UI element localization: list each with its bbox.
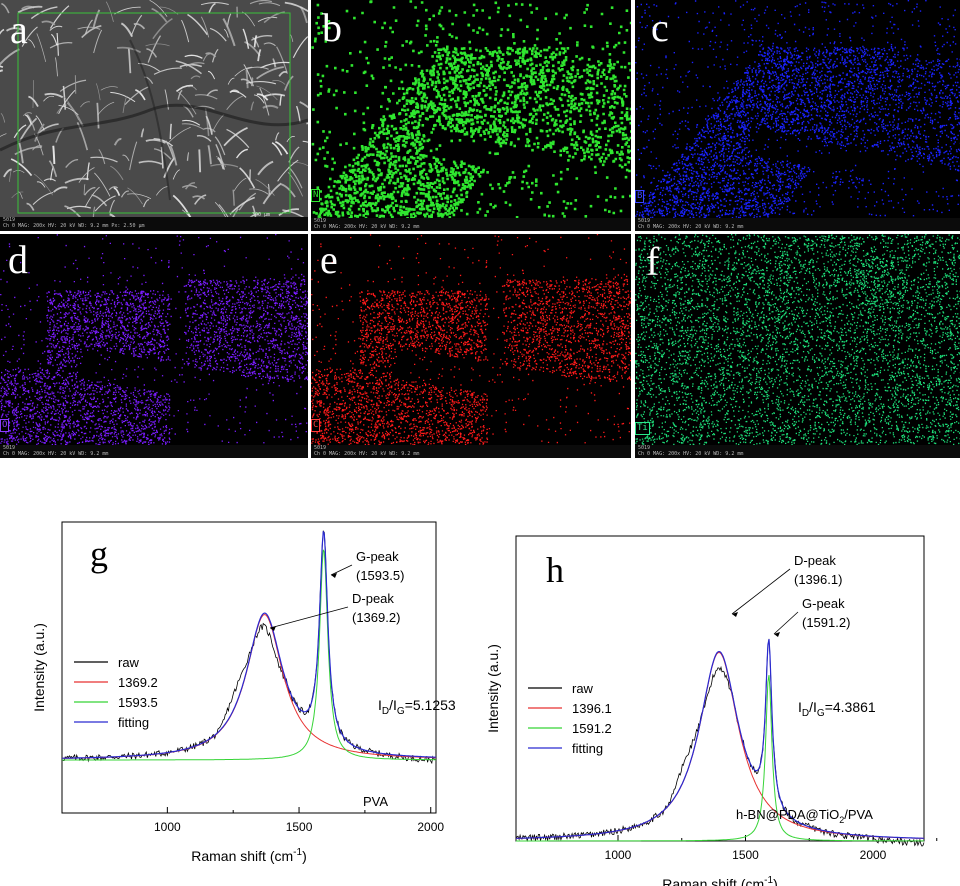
series-g-peak-fit (516, 675, 924, 842)
peak-annotation-value: (1593.5) (356, 568, 404, 583)
x-axis-label: Raman shift (cm-1) (662, 875, 778, 886)
eds-dots-nitrogen (311, 0, 631, 220)
element-chip-carbon: C (311, 419, 321, 432)
panel-label-a: a (10, 7, 28, 52)
plot-frame (61, 521, 437, 814)
x-tick-label: 2000 (417, 820, 444, 834)
legend-label: 1593.5 (118, 695, 158, 710)
sem-crease (0, 103, 308, 152)
eds-map-titanium: f Ti 5019 Ch 0 MAG: 200x HV: 20 kV WD: 9… (635, 234, 960, 458)
sem-info-line-1: 5019 (3, 217, 16, 223)
peak-annotation-name: G-peak (802, 596, 845, 611)
eds-dots (0, 234, 308, 446)
panel-label-e: e (320, 237, 338, 282)
element-chip-oxygen: O (0, 419, 10, 432)
sem-crease (129, 39, 171, 201)
legend-label: 1396.1 (572, 701, 612, 716)
annotation-arrow (731, 568, 791, 615)
intensity-ratio: ID/IG=4.3861 (798, 699, 876, 719)
peak-annotation-value: (1591.2) (802, 615, 850, 630)
eds-info-bar-b: 5019 Ch 0 MAG: 200x HV: 20 kV WD: 9.2 mm (311, 218, 631, 231)
eds-map-carbon: e C 5019 Ch 0 MAG: 200x HV: 20 kV WD: 9.… (311, 234, 631, 458)
sem-texture (0, 0, 308, 231)
eds-dots (635, 0, 960, 219)
eds-dots-boron (635, 0, 960, 219)
eds-dots-carbon (311, 234, 631, 446)
arrow-head (774, 632, 780, 637)
y-axis-label: Intensity (a.u.) (485, 644, 501, 733)
peak-annotation-value: (1396.1) (794, 572, 842, 587)
legend-label: raw (118, 655, 140, 670)
arrow-head (732, 612, 738, 617)
peak-annotation-name: G-peak (356, 549, 399, 564)
legend-label: 1591.2 (572, 721, 612, 736)
panel-label-b: b (322, 5, 342, 50)
peak-annotation-name: D-peak (352, 591, 394, 606)
peak-annotation-name: D-peak (794, 553, 836, 568)
x-axis-label: Raman shift (cm-1) (191, 847, 307, 864)
panel-label: h (546, 550, 564, 590)
series-g-peak-fit (62, 549, 436, 761)
x-tick-label: 1500 (732, 848, 759, 862)
legend-label: fitting (118, 715, 149, 730)
raman-chart-h: 1000 1500 2000 Raman shift (cm-1) Intensity … (485, 535, 938, 886)
eds-dots (635, 234, 960, 446)
eds-dots-oxygen (0, 234, 308, 446)
eds-info-bar-e: 5019 Ch 0 MAG: 200x HV: 20 kV WD: 9.2 mm (311, 445, 631, 458)
x-tick-label: 1000 (605, 848, 632, 862)
arrow-head (270, 626, 276, 631)
legend-label: raw (572, 681, 594, 696)
panel-label: g (90, 534, 108, 574)
eds-info-line-2: Ch 0 MAG: 200x HV: 20 kV WD: 9.2 mm (314, 224, 420, 230)
eds-dots (311, 0, 631, 220)
peak-annotation-value: (1369.2) (352, 610, 400, 625)
panel-label-d: d (8, 237, 28, 282)
annotation-arrow (773, 611, 799, 635)
y-axis-label: Intensity (a.u.) (31, 623, 47, 712)
x-tick-label: 1000 (154, 820, 181, 834)
eds-info-bar-f: 5019 Ch 0 MAG: 200x HV: 20 kV WD: 9.2 mm (635, 445, 960, 458)
series-fitting (61, 531, 436, 759)
eds-info-line-1: 5019 (638, 218, 651, 224)
panel-label-f: f (646, 239, 660, 284)
eds-info-line-2: Ch 0 MAG: 200x HV: 20 kV WD: 9.2 mm (3, 451, 109, 457)
element-chip-titanium: Ti (635, 422, 650, 435)
annotation-arrow (330, 564, 353, 576)
sem-selection-box (17, 12, 291, 214)
arrow-head (331, 573, 337, 578)
eds-info-bar-c: 5019 Ch 0 MAG: 200x HV: 20 kV WD: 9.2 mm (635, 218, 960, 231)
eds-map-boron: c B 5019 Ch 0 MAG: 200x HV: 20 kV WD: 9.… (635, 0, 960, 231)
element-chip-nitrogen: N (311, 189, 321, 202)
legend-label: fitting (572, 741, 603, 756)
plot-frame (515, 535, 925, 842)
panel-label-c: c (651, 5, 669, 50)
eds-map-nitrogen: b N 5019 Ch 0 MAG: 200x HV: 20 kV WD: 9.… (311, 0, 631, 231)
eds-map-oxygen: d O 5019 Ch 0 MAG: 200x HV: 20 kV WD: 9.… (0, 234, 308, 458)
sample-label: h-BN@PDA@TiO2/PVA (736, 807, 873, 825)
eds-info-line-1: 5019 (314, 218, 327, 224)
eds-info-line-2: Ch 0 MAG: 200x HV: 20 kV WD: 9.2 mm (638, 451, 744, 457)
eds-info-line-1: 5019 (638, 445, 651, 451)
eds-info-line-1: 5019 (314, 445, 327, 451)
element-chip-boron: B (635, 190, 645, 203)
eds-info-line-2: Ch 0 MAG: 200x HV: 20 kV WD: 9.2 mm (638, 224, 744, 230)
scale-bar-label: 300 µm (252, 212, 271, 218)
sem-info-line-2: Ch 0 MAG: 200x HV: 20 kV WD: 9.2 mm Px: … (3, 223, 145, 229)
eds-info-bar-d: 5019 Ch 0 MAG: 200x HV: 20 kV WD: 9.2 mm (0, 445, 308, 458)
legend-label: 1369.2 (118, 675, 158, 690)
annotation-arrow (269, 606, 349, 629)
x-tick-label: 1500 (286, 820, 313, 834)
raman-chart-g: 1000 1500 2000 Raman shift (cm-1) Intensity … (31, 521, 456, 864)
eds-dots-titanium (635, 234, 960, 446)
intensity-ratio: ID/IG=5.1253 (378, 697, 456, 717)
sem-info-bar: 5019 Ch 0 MAG: 200x HV: 20 kV WD: 9.2 mm… (0, 217, 308, 231)
eds-dots (311, 234, 631, 446)
eds-info-line-2: Ch 0 MAG: 200x HV: 20 kV WD: 9.2 mm (314, 451, 420, 457)
x-tick-label: 2000 (860, 848, 887, 862)
sample-label: PVA (363, 794, 388, 809)
series-fitting (516, 639, 924, 839)
sem-image-panel: a 300 µm 5019 Ch 0 MAG: 200x HV: 20 kV W… (0, 0, 308, 231)
eds-info-line-1: 5019 (3, 445, 16, 451)
